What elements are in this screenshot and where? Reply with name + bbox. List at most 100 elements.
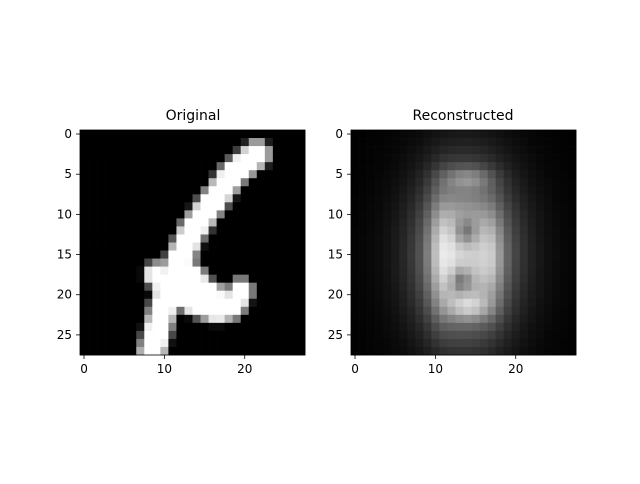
heatmap-cell	[176, 130, 185, 139]
heatmap-cell	[264, 130, 274, 139]
heatmap-cell	[200, 202, 209, 211]
heatmap-cell	[455, 314, 464, 324]
heatmap-cell	[383, 338, 392, 348]
heatmap-cell	[447, 290, 456, 300]
heatmap-cell	[431, 298, 440, 308]
heatmap-cell	[391, 330, 400, 340]
heatmap-cell	[128, 170, 137, 179]
heatmap-cell	[256, 210, 266, 219]
heatmap-cell	[120, 282, 129, 292]
heatmap-cell	[527, 298, 537, 308]
heatmap-cell	[152, 258, 161, 267]
heatmap-cell	[535, 322, 545, 332]
heatmap-cell	[439, 146, 448, 155]
heatmap-cell	[503, 338, 513, 348]
heatmap-cell	[383, 274, 392, 284]
heatmap-cell	[96, 330, 105, 340]
heatmap-cell	[447, 138, 456, 147]
heatmap-cell	[88, 290, 97, 300]
heatmap-cell	[136, 314, 145, 324]
heatmap-cell	[200, 242, 209, 251]
heatmap-cell	[479, 298, 488, 308]
heatmap-cell	[232, 210, 242, 219]
heatmap-cell	[463, 226, 472, 235]
heatmap-cell	[288, 282, 298, 292]
heatmap-cell	[503, 218, 513, 227]
heatmap-cell	[447, 202, 456, 211]
heatmap-cell	[519, 202, 529, 211]
heatmap-cell	[104, 274, 113, 284]
heatmap-cell	[351, 250, 360, 259]
heatmap-cell	[511, 266, 521, 275]
heatmap-cell	[96, 234, 105, 243]
heatmap-cell	[463, 306, 472, 316]
heatmap-cell	[168, 298, 177, 308]
heatmap-cell	[112, 202, 121, 211]
heatmap-cell	[551, 194, 561, 203]
heatmap-cell	[248, 170, 258, 179]
heatmap-cell	[224, 290, 234, 300]
heatmap-cell	[128, 186, 137, 195]
heatmap-cell	[455, 186, 464, 195]
heatmap-cell	[487, 210, 496, 219]
heatmap-cell	[280, 154, 290, 163]
heatmap-cell	[168, 218, 177, 227]
heatmap-cell	[184, 330, 193, 340]
heatmap-cell	[495, 258, 505, 267]
heatmap-cell	[248, 346, 258, 356]
heatmap-cell	[112, 170, 121, 179]
heatmap-cell	[224, 274, 234, 284]
heatmap-cell	[120, 194, 129, 203]
heatmap-cell	[535, 274, 545, 284]
heatmap-cell	[479, 186, 488, 195]
heatmap-cell	[272, 290, 282, 300]
heatmap-cell	[391, 194, 400, 203]
heatmap-cell	[495, 210, 505, 219]
heatmap-cell	[463, 130, 472, 139]
y-tick-label: 0	[335, 127, 343, 141]
heatmap-cell	[463, 250, 472, 259]
heatmap-cell	[184, 202, 193, 211]
heatmap-cell	[272, 322, 282, 332]
heatmap-cell	[112, 274, 121, 284]
heatmap-cell	[128, 250, 137, 259]
heatmap-cell	[383, 170, 392, 179]
heatmap-cell	[407, 226, 416, 235]
heatmap-cell	[471, 234, 480, 243]
heatmap-cell	[96, 130, 105, 139]
heatmap-cell	[256, 258, 266, 267]
heatmap-cell	[272, 258, 282, 267]
heatmap-cell	[136, 154, 145, 163]
heatmap-cell	[80, 250, 89, 259]
heatmap-cell	[375, 170, 384, 179]
x-tick-label: 10	[428, 362, 443, 376]
heatmap-cell	[519, 138, 529, 147]
heatmap-cell	[431, 250, 440, 259]
heatmap-cell	[112, 194, 121, 203]
heatmap-cell	[224, 186, 234, 195]
heatmap-cell	[120, 338, 129, 348]
heatmap-cell	[104, 178, 113, 187]
heatmap-cell	[543, 154, 553, 163]
heatmap-cell	[176, 210, 185, 219]
heatmap-cell	[463, 178, 472, 187]
heatmap-cell	[176, 282, 185, 292]
heatmap-cell	[176, 306, 185, 316]
heatmap-cell	[527, 234, 537, 243]
heatmap-cell	[487, 162, 496, 171]
heatmap-cell	[224, 226, 234, 235]
heatmap-cell	[200, 178, 209, 187]
heatmap-cell	[399, 138, 408, 147]
heatmap-cell	[407, 202, 416, 211]
heatmap-cell	[272, 266, 282, 275]
heatmap-cell	[551, 258, 561, 267]
heatmap-cell	[160, 306, 169, 316]
heatmap-cell	[216, 202, 225, 211]
heatmap-cell	[88, 338, 97, 348]
heatmap-cell	[439, 306, 448, 316]
heatmap-cell	[200, 330, 209, 340]
heatmap-cell	[527, 290, 537, 300]
heatmap-cell	[431, 306, 440, 316]
heatmap-cell	[240, 154, 250, 163]
heatmap-cell	[248, 218, 258, 227]
